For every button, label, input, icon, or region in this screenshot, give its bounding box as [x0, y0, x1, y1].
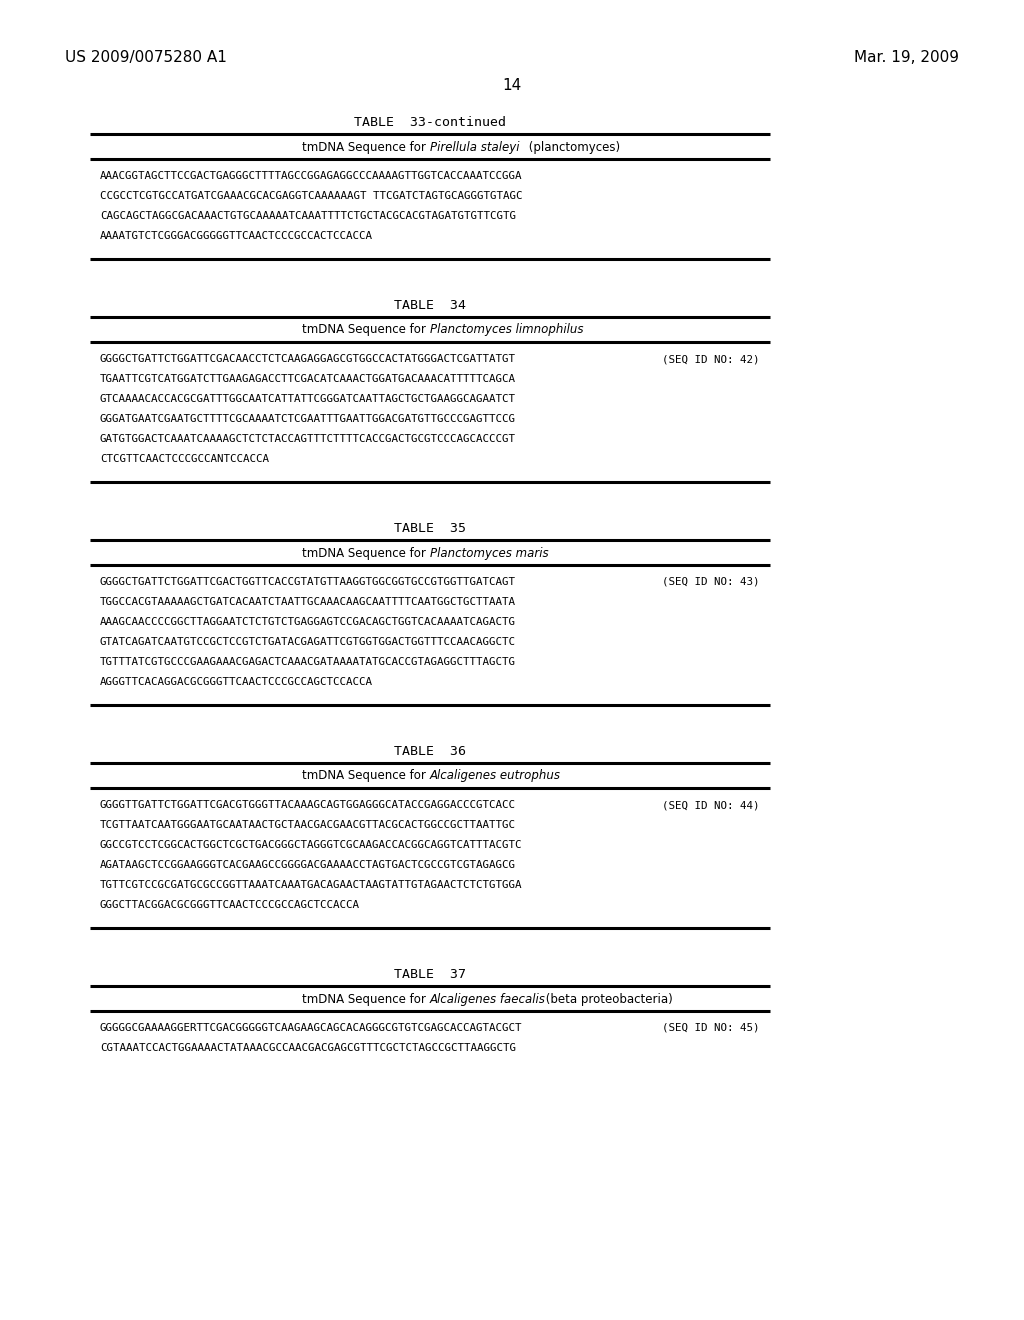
Text: (planctomyces): (planctomyces) — [525, 140, 621, 153]
Text: CTCGTTCAACTCCCGCCANTCCACCA: CTCGTTCAACTCCCGCCANTCCACCA — [100, 454, 269, 465]
Text: Planctomyces maris: Planctomyces maris — [430, 546, 549, 560]
Text: GATGTGGACTCAAATCAAAAGCTCTCTACCAGTTTCTTTTCACCGACTGCGTCCCAGCACCCGT: GATGTGGACTCAAATCAAAAGCTCTCTACCAGTTTCTTTT… — [100, 434, 516, 444]
Text: US 2009/0075280 A1: US 2009/0075280 A1 — [65, 50, 227, 65]
Text: TABLE  34: TABLE 34 — [394, 300, 466, 312]
Text: CCGCCTCGTGCCATGATCGAAACGCACGAGGTCAAAAAAGT TTCGATCTAGTGCAGGGTGTAGC: CCGCCTCGTGCCATGATCGAAACGCACGAGGTCAAAAAAG… — [100, 191, 522, 201]
Text: Mar. 19, 2009: Mar. 19, 2009 — [854, 50, 959, 65]
Text: Pirellula staleyi: Pirellula staleyi — [430, 140, 519, 153]
Text: AAAGCAACCCCGGCTTAGGAATCTCTGTCTGAGGAGTCCGACAGCTGGTCACAAAATCAGACTG: AAAGCAACCCCGGCTTAGGAATCTCTGTCTGAGGAGTCCG… — [100, 616, 516, 627]
Text: Alcaligenes eutrophus: Alcaligenes eutrophus — [430, 770, 561, 783]
Text: AGATAAGCTCCGGAAGGGTCACGAAGCCGGGGACGAAAACCTAGTGACTCGCCGTCGTAGAGCG: AGATAAGCTCCGGAAGGGTCACGAAGCCGGGGACGAAAAC… — [100, 861, 516, 870]
Text: 14: 14 — [503, 78, 521, 92]
Text: CGTAAATCCACTGGAAAACTATAAACGCCAACGACGAGCGTTTCGCTCTAGCCGCTTAAGGCTG: CGTAAATCCACTGGAAAACTATAAACGCCAACGACGAGCG… — [100, 1043, 516, 1053]
Text: TABLE  33-continued: TABLE 33-continued — [354, 116, 506, 129]
Text: TABLE  37: TABLE 37 — [394, 968, 466, 981]
Text: TGTTTATCGTGCCCGAAGAAACGAGACTCAAACGATAAAATATGCACCGTAGAGGCTTTAGCTG: TGTTTATCGTGCCCGAAGAAACGAGACTCAAACGATAAAA… — [100, 657, 516, 667]
Text: (SEQ ID NO: 44): (SEQ ID NO: 44) — [663, 800, 760, 810]
Text: AAACGGTAGCTTCCGACTGAGGGCTTTTAGCCGGAGAGGCCCAAAAGTTGGTCACCAAATCCGGA: AAACGGTAGCTTCCGACTGAGGGCTTTTAGCCGGAGAGGC… — [100, 172, 522, 181]
Text: tmDNA Sequence for: tmDNA Sequence for — [302, 323, 430, 337]
Text: GGCCGTCCTCGGCACTGGCTCGCTGACGGGCTAGGGTCGCAAGACCACGGCAGGTCATTTACGTC: GGCCGTCCTCGGCACTGGCTCGCTGACGGGCTAGGGTCGC… — [100, 840, 522, 850]
Text: (beta proteobacteria): (beta proteobacteria) — [542, 993, 673, 1006]
Text: TGTTCGTCCGCGATGCGCCGGTTAAATCAAATGACAGAACTAAGTATTGTAGAACTCTCTGTGGA: TGTTCGTCCGCGATGCGCCGGTTAAATCAAATGACAGAAC… — [100, 880, 522, 890]
Text: tmDNA Sequence for: tmDNA Sequence for — [302, 140, 430, 153]
Text: GGGGCTGATTCTGGATTCGACTGGTTCACCGTATGTTAAGGTGGCGGTGCCGTGGTTGATCAGT: GGGGCTGATTCTGGATTCGACTGGTTCACCGTATGTTAAG… — [100, 577, 516, 587]
Text: tmDNA Sequence for: tmDNA Sequence for — [302, 770, 430, 783]
Text: GTATCAGATCAATGTCCGCTCCGTCTGATACGAGATTCGTGGTGGACTGGTTTCCAACAGGCTC: GTATCAGATCAATGTCCGCTCCGTCTGATACGAGATTCGT… — [100, 638, 516, 647]
Text: TABLE  35: TABLE 35 — [394, 521, 466, 535]
Text: GGGCTTACGGACGCGGGTTCAACTCCCGCCAGCTCCACCA: GGGCTTACGGACGCGGGTTCAACTCCCGCCAGCTCCACCA — [100, 900, 360, 909]
Text: (SEQ ID NO: 45): (SEQ ID NO: 45) — [663, 1023, 760, 1034]
Text: AAAATGTCTCGGGACGGGGGTTCAACTCCCGCCACTCCACCA: AAAATGTCTCGGGACGGGGGTTCAACTCCCGCCACTCCAC… — [100, 231, 373, 242]
Text: tmDNA Sequence for: tmDNA Sequence for — [302, 546, 430, 560]
Text: TCGTTAATCAATGGGAATGCAATAACTGCTAACGACGAACGTTACGCACTGGCCGCTTAATTGC: TCGTTAATCAATGGGAATGCAATAACTGCTAACGACGAAC… — [100, 820, 516, 830]
Text: GGGATGAATCGAATGCTTTTCGCAAAATCTCGAATTTGAATTGGACGATGTTGCCCGAGTTCCG: GGGATGAATCGAATGCTTTTCGCAAAATCTCGAATTTGAA… — [100, 414, 516, 424]
Text: TABLE  36: TABLE 36 — [394, 744, 466, 758]
Text: tmDNA Sequence for: tmDNA Sequence for — [302, 993, 430, 1006]
Text: TGAATTCGTCATGGATCTTGAAGAGACCTTCGACATCAAACTGGATGACAAACATTTTTCAGCA: TGAATTCGTCATGGATCTTGAAGAGACCTTCGACATCAAA… — [100, 374, 516, 384]
Text: GGGGGCGAAAAGGERTTCGACGGGGGTCAAGAAGCAGCACAGGGCGTGTCGAGCACCAGTACGCT: GGGGGCGAAAAGGERTTCGACGGGGGTCAAGAAGCAGCAC… — [100, 1023, 522, 1034]
Text: GTCAAAACACCACGCGATTTGGCAATCATTATTCGGGATCAATTAGCTGCTGAAGGCAGAATCT: GTCAAAACACCACGCGATTTGGCAATCATTATTCGGGATC… — [100, 393, 516, 404]
Text: CAGCAGCTAGGCGACAAACTGTGCAAAAATCAAATTTTCTGCTACGCACGTAGATGTGTTCGTG: CAGCAGCTAGGCGACAAACTGTGCAAAAATCAAATTTTCT… — [100, 211, 516, 220]
Text: TGGCCACGTAAAAAGCTGATCACAATCTAATTGCAAACAAGCAATTTTCAATGGCTGCTTAATA: TGGCCACGTAAAAAGCTGATCACAATCTAATTGCAAACAA… — [100, 597, 516, 607]
Text: GGGGCTGATTCTGGATTCGACAACCTCTCAAGAGGAGCGTGGCCACTATGGGACTCGATTATGT: GGGGCTGATTCTGGATTCGACAACCTCTCAAGAGGAGCGT… — [100, 354, 516, 364]
Text: AGGGTTCACAGGACGCGGGTTCAACTCCCGCCAGCTCCACCA: AGGGTTCACAGGACGCGGGTTCAACTCCCGCCAGCTCCAC… — [100, 677, 373, 686]
Text: (SEQ ID NO: 43): (SEQ ID NO: 43) — [663, 577, 760, 587]
Text: Alcaligenes faecalis: Alcaligenes faecalis — [430, 993, 546, 1006]
Text: GGGGTTGATTCTGGATTCGACGTGGGTTACAAAGCAGTGGAGGGCATACCGAGGACCCGTCACC: GGGGTTGATTCTGGATTCGACGTGGGTTACAAAGCAGTGG… — [100, 800, 516, 810]
Text: Planctomyces limnophilus: Planctomyces limnophilus — [430, 323, 584, 337]
Text: (SEQ ID NO: 42): (SEQ ID NO: 42) — [663, 354, 760, 364]
